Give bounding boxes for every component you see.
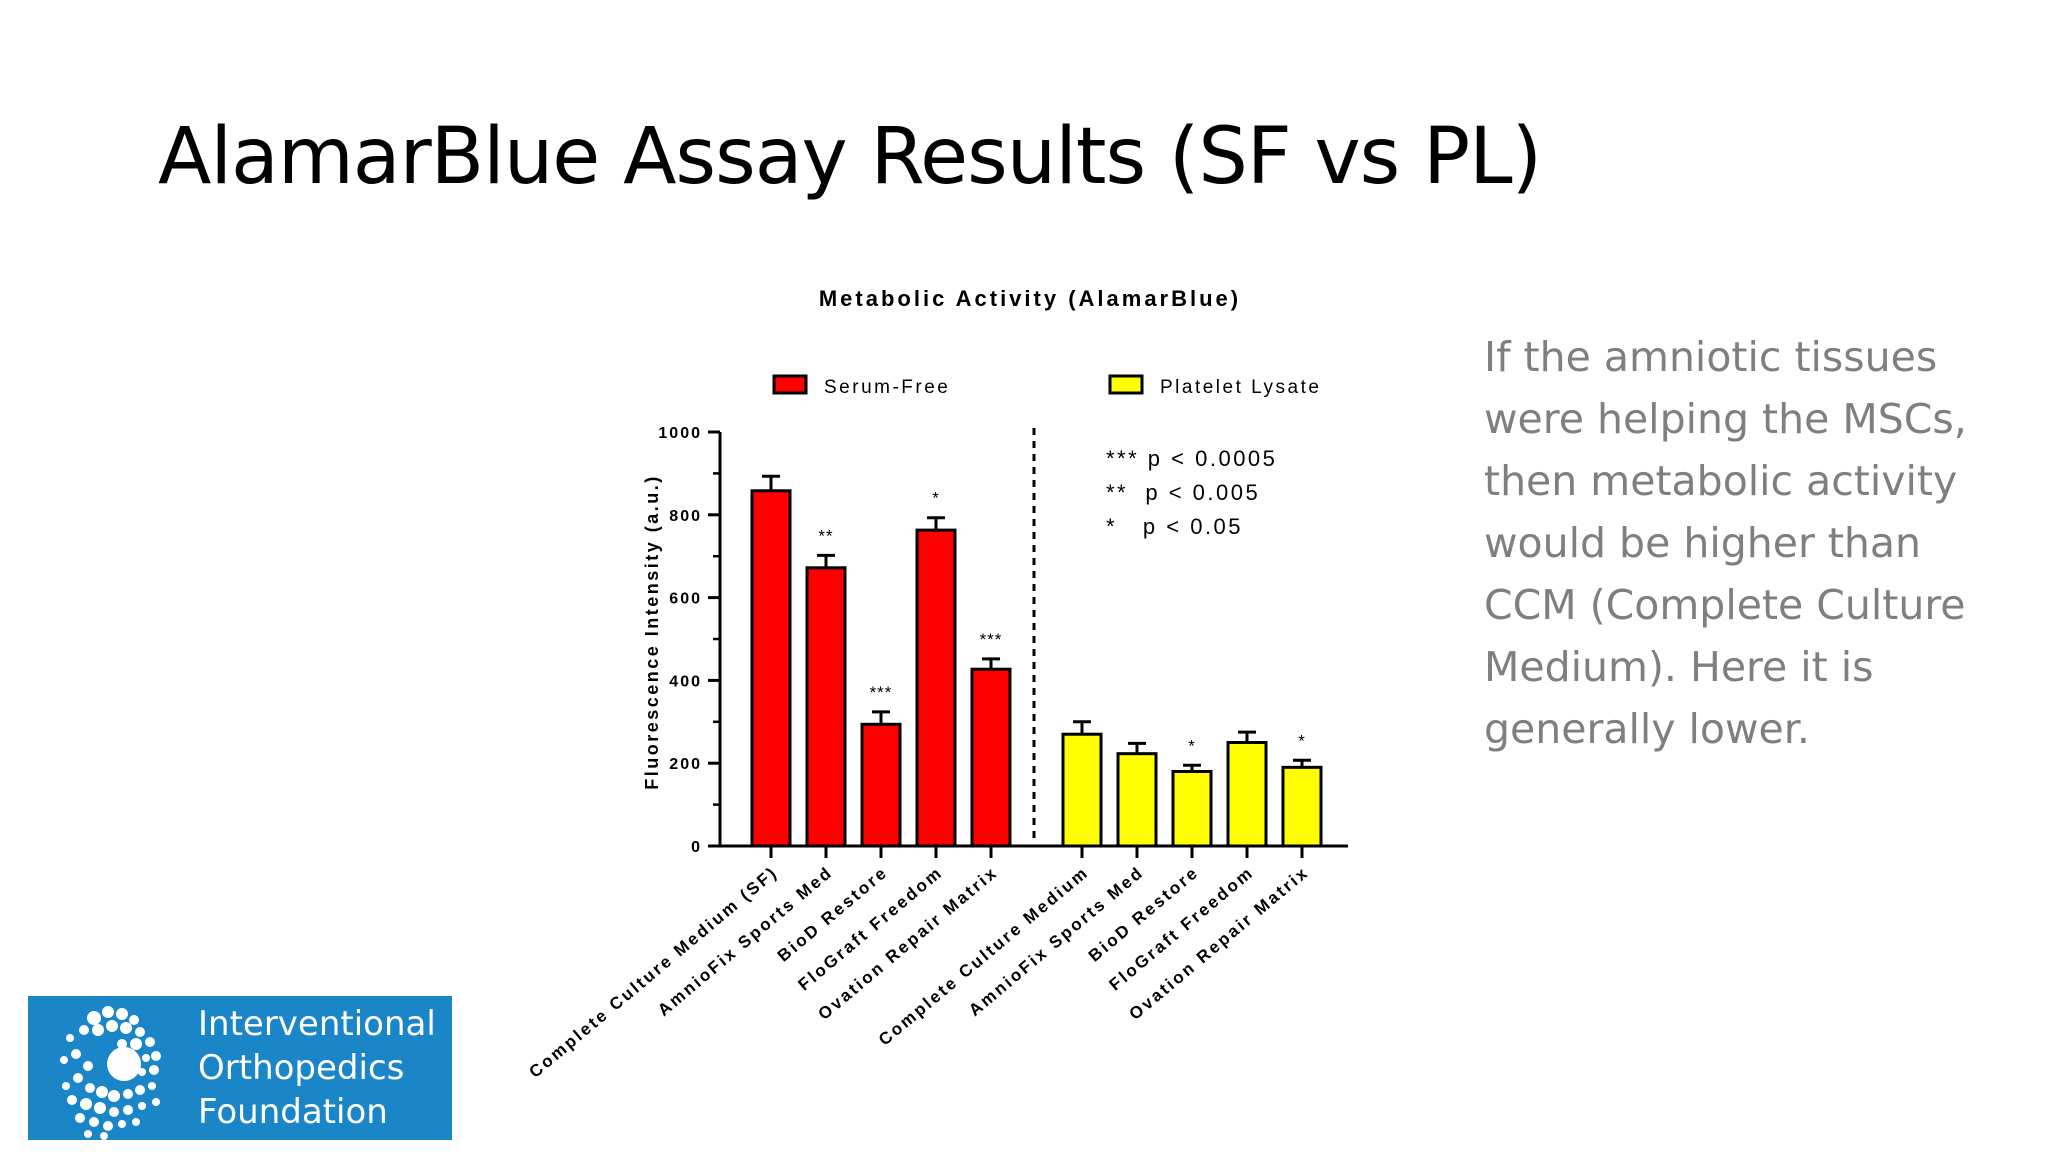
logo-dot <box>145 1037 155 1047</box>
logo-dot <box>149 1065 159 1075</box>
bar <box>970 667 1012 848</box>
foundation-logo: Interventional Orthopedics Foundation <box>28 996 452 1140</box>
y-axis-label: Fluorescence Intensity (a.u.) <box>642 474 662 790</box>
logo-dot <box>129 1015 139 1025</box>
significance-legend-line-3: * p < 0.05 <box>1106 514 1243 539</box>
significance-label: *** <box>870 683 893 702</box>
logo-dot <box>62 1082 70 1090</box>
logo-dot <box>85 1083 95 1093</box>
logo-dot <box>151 1051 161 1061</box>
logo-line-1: Interventional <box>198 1004 436 1044</box>
bar <box>1171 769 1213 848</box>
significance-legend-line-2: ** p < 0.005 <box>1106 480 1260 505</box>
significance-label: ** <box>818 526 833 545</box>
logo-dot <box>130 1038 142 1050</box>
logo-dot <box>102 1006 114 1018</box>
logo-dot <box>132 1118 140 1126</box>
bar <box>805 566 847 848</box>
logo-dot <box>89 1117 99 1127</box>
logo-dot <box>67 1095 77 1105</box>
plot-area: 0 200 400 600 800 1000 Complete Culture Medium… <box>525 425 1348 1082</box>
logo-dot <box>135 1027 145 1037</box>
logo-dot <box>84 1130 92 1138</box>
logo-dot <box>79 1025 89 1035</box>
logo-dot <box>135 1085 145 1095</box>
logo-line-3: Foundation <box>198 1092 388 1132</box>
y-tick-label: 0 <box>691 839 702 856</box>
logo-dot <box>152 1098 160 1106</box>
bar <box>750 489 792 848</box>
dots-logo-icon <box>60 1006 161 1140</box>
bar <box>1226 741 1268 848</box>
y-tick-label: 600 <box>669 591 702 608</box>
logo-dot <box>106 1020 118 1032</box>
logo-dot <box>138 1068 146 1076</box>
logo-dot <box>100 1132 108 1140</box>
significance-label: * <box>932 489 940 508</box>
logo-dot <box>60 1056 68 1064</box>
significance-label: * <box>1188 736 1196 755</box>
bar <box>1116 752 1158 848</box>
y-tick-label: 200 <box>669 756 702 773</box>
logo-text: Interventional Orthopedics Foundation <box>198 1002 436 1134</box>
y-tick-label: 800 <box>669 508 702 525</box>
logo-dot <box>71 1049 81 1059</box>
legend-swatch-platelet-lysate <box>1108 374 1144 395</box>
logo-dot <box>138 1102 146 1110</box>
legend-label-platelet-lysate: Platelet Lysate <box>1160 377 1321 398</box>
logo-dot <box>87 1011 101 1025</box>
logo-dot <box>94 1102 106 1114</box>
y-tick-label: 1000 <box>658 425 702 442</box>
logo-dot <box>66 1034 74 1042</box>
logo-dot <box>107 1047 141 1081</box>
bar <box>860 722 902 848</box>
logo-dot <box>148 1082 156 1090</box>
significance-label: * <box>1298 731 1306 750</box>
bar <box>1061 732 1103 848</box>
logo-dot <box>96 1086 108 1098</box>
logo-dot <box>118 1120 126 1128</box>
logo-line-2: Orthopedics <box>198 1048 405 1088</box>
significance-legend-line-1: *** p < 0.0005 <box>1106 446 1277 471</box>
logo-dot <box>116 1008 128 1020</box>
logo-dot <box>123 1105 133 1115</box>
logo-dot <box>75 1113 85 1123</box>
legend-swatch-serum-free <box>772 374 808 395</box>
logo-dot <box>80 1098 92 1110</box>
logo-dot <box>123 1089 133 1099</box>
y-tick-label: 400 <box>669 673 702 690</box>
bar <box>1281 765 1323 848</box>
logo-dot <box>108 1090 120 1102</box>
logo-dot <box>109 1107 119 1117</box>
chart-title: Metabolic Activity (AlamarBlue) <box>819 286 1241 311</box>
side-note: If the amniotic tissues were helping the… <box>1484 333 1967 753</box>
logo-dot <box>92 1024 104 1036</box>
bar <box>915 528 957 848</box>
logo-dot <box>103 1121 113 1131</box>
logo-dot <box>142 1054 150 1062</box>
logo-dot <box>117 1039 127 1049</box>
logo-dot <box>83 1061 93 1071</box>
logo-dot <box>73 1073 83 1083</box>
significance-label: *** <box>980 630 1003 649</box>
x-tick-label: Complete Culture Medium (SF) <box>525 863 781 1082</box>
slide-title: AlamarBlue Assay Results (SF vs PL) <box>158 112 1542 202</box>
legend-label-serum-free: Serum-Free <box>824 377 950 398</box>
logo-dot <box>120 1022 132 1034</box>
